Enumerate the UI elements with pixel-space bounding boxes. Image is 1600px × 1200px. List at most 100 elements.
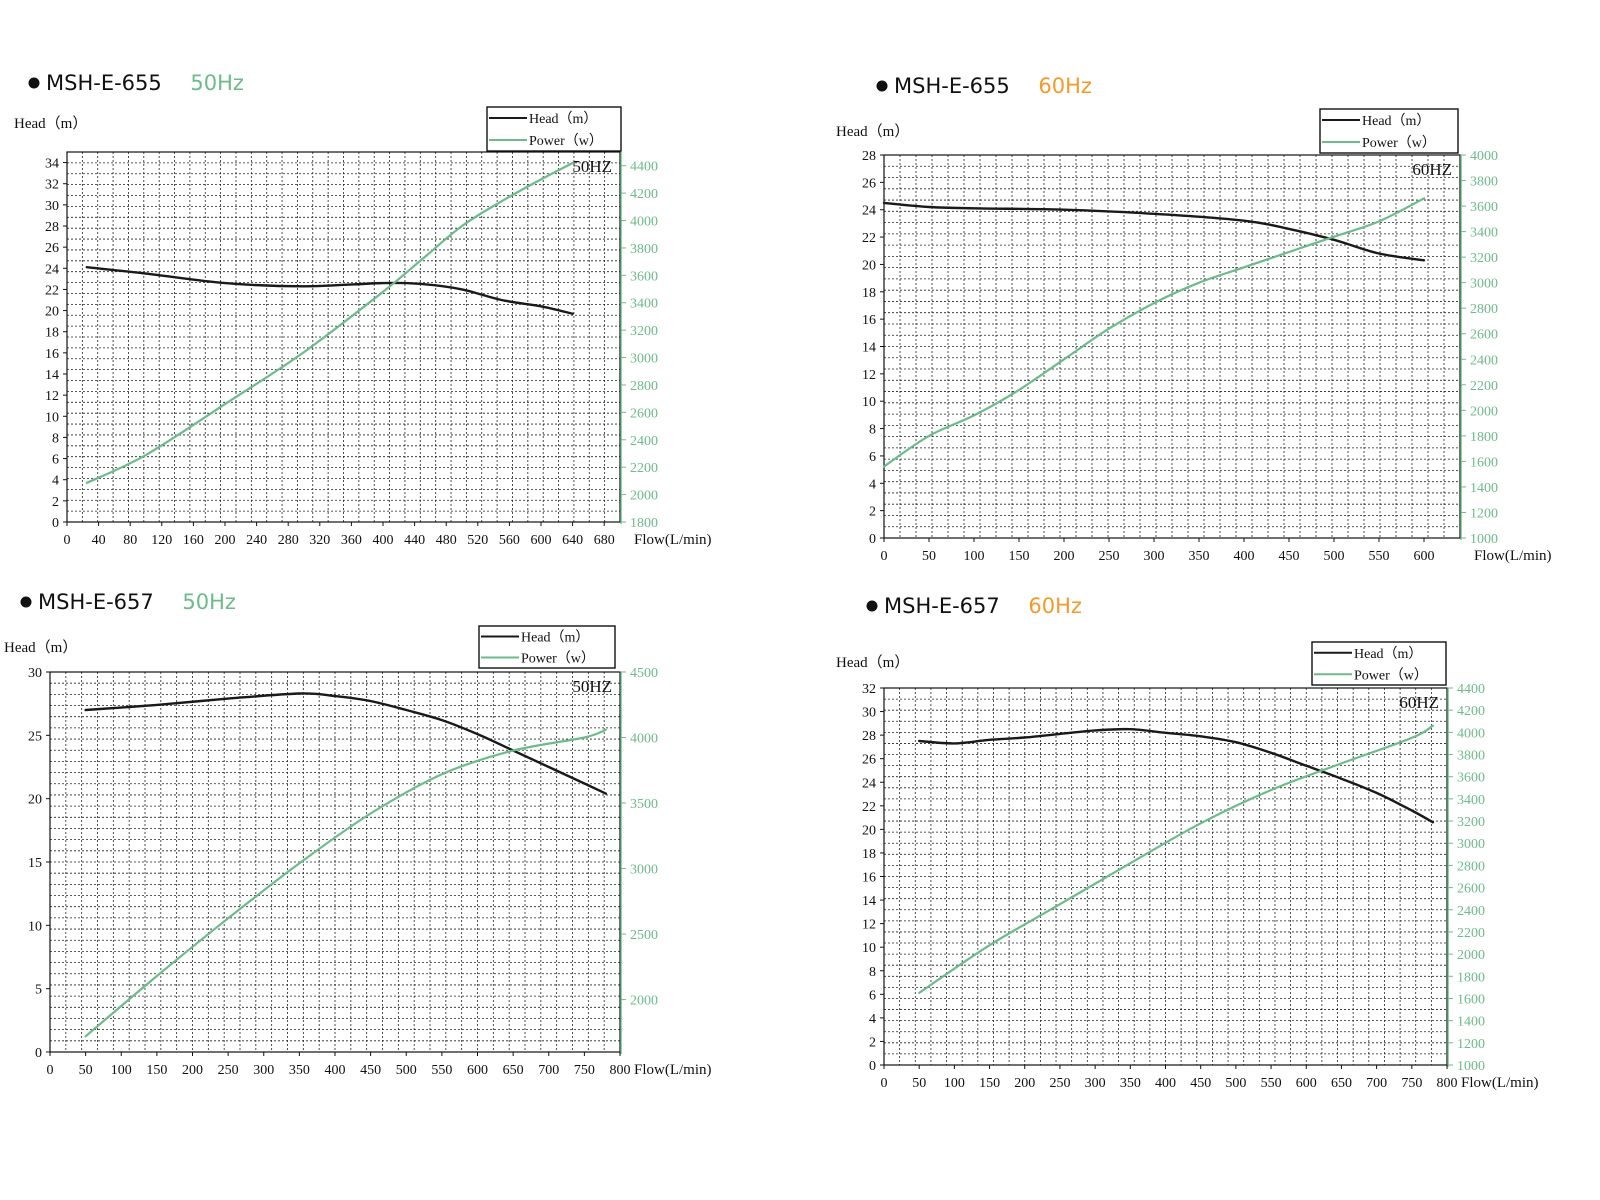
- chart1-legend-label-1: Power（w）: [1362, 135, 1436, 151]
- chart2-ytick-label-2: 10: [28, 919, 42, 934]
- chart0-y2tick-label-13: 4400: [630, 160, 658, 175]
- chart1-ytick-label-1: 2: [869, 505, 876, 520]
- chart1-y2tick-label-6: 2200: [1470, 379, 1498, 394]
- chart0-series-head-line: [85, 266, 574, 315]
- chart1-xtick-label-5: 250: [1099, 549, 1120, 564]
- chart3-y2tick-label-13: 3600: [1457, 771, 1485, 786]
- chart3-y2tick-label-9: 2800: [1457, 859, 1485, 874]
- chart1-ytick-label-3: 6: [869, 450, 876, 465]
- chart3-ytick-label-8: 16: [862, 871, 876, 886]
- chart3-legend: Head（m） Power（w）: [1311, 641, 1447, 686]
- chart-panel-1: MSH-E-655 60Hz Head（m） 0 50 100 150 200 250 300 35…: [830, 65, 1600, 665]
- chart0-y2tick-label-4: 2600: [630, 406, 658, 421]
- chart1-xtick-label-8: 400: [1234, 549, 1255, 564]
- chart0-xtick-label-8: 320: [309, 533, 330, 548]
- chart1-xtick-label-10: 500: [1324, 549, 1345, 564]
- chart0-hz-label: 50HZ: [572, 157, 612, 176]
- chart1-series-power-line: [882, 197, 1426, 468]
- chart0-xtick-label-6: 240: [246, 533, 267, 548]
- chart0-xtick-label-4: 160: [183, 533, 204, 548]
- chart0-title-bullet: [28, 77, 40, 89]
- chart0-ytick-label-6: 12: [45, 389, 59, 404]
- chart1-legend-box: [1319, 108, 1459, 154]
- chart0-ytick-label-16: 32: [45, 178, 59, 193]
- chart0-ytick-label-12: 24: [45, 262, 59, 277]
- chart0-xtick-label-1: 40: [92, 533, 106, 548]
- chart3-ytick-label-13: 26: [862, 753, 876, 768]
- chart1-ytick-label-12: 24: [862, 204, 876, 219]
- chart0-ytick-label-17: 34: [45, 157, 59, 172]
- chart1-y2tick-label-2: 1400: [1470, 481, 1498, 496]
- chart3-xlabel: Flow(L/min): [1461, 1075, 1539, 1091]
- chart3-ytick-label-6: 12: [862, 918, 876, 933]
- chart3-y2tick-label-14: 3800: [1457, 749, 1485, 764]
- chart3-xtick-label-16: 800: [1437, 1076, 1458, 1091]
- chart0-ytick-label-3: 6: [52, 453, 59, 468]
- chart2-series-power-line: [84, 728, 607, 1038]
- chart0-xtick-label-13: 520: [467, 533, 488, 548]
- chart2-y2tick-label-0: 2000: [630, 994, 658, 1009]
- chart3-xtick-label-14: 700: [1366, 1076, 1387, 1091]
- chart0-y2tick-label-9: 3600: [630, 269, 658, 284]
- chart0-ytick-label-0: 0: [52, 516, 59, 531]
- chart3-xtick-label-2: 100: [944, 1076, 965, 1091]
- chart0-ytick-label-5: 10: [45, 410, 59, 425]
- chart3-ytick-label-5: 10: [862, 941, 876, 956]
- chart3-xtick-label-8: 400: [1155, 1076, 1176, 1091]
- chart0-xtick-label-0: 0: [64, 533, 71, 548]
- chart0-y2tick-label-8: 3400: [630, 297, 658, 312]
- chart0-ytick-label-11: 22: [45, 283, 59, 298]
- chart2-xtick-label-15: 750: [574, 1063, 595, 1078]
- chart3-ytick-label-10: 20: [862, 823, 876, 838]
- chart1-title-bullet: [876, 80, 888, 92]
- chart2-series-head-line: [84, 692, 607, 795]
- chart2-y2tick-label-2: 3000: [630, 863, 658, 878]
- chart1-ytick-label-2: 4: [869, 477, 876, 492]
- chart0-xtick-label-16: 640: [562, 533, 583, 548]
- chart0-grid: [67, 152, 620, 522]
- chart0-xtick-label-3: 120: [151, 533, 172, 548]
- chart0-ytick-label-7: 14: [45, 368, 59, 383]
- chart2-ytick-label-1: 5: [35, 983, 42, 998]
- chart1-y2tick-label-10: 3000: [1470, 277, 1498, 292]
- chart0-xtick-label-2: 80: [123, 533, 137, 548]
- chart1-ytick-label-7: 14: [862, 341, 876, 356]
- chart3-xtick-label-15: 750: [1401, 1076, 1422, 1091]
- chart2-ytick-label-0: 0: [35, 1046, 42, 1061]
- chart2-xtick-label-13: 650: [503, 1063, 524, 1078]
- chart-panel-3: MSH-E-657 60Hz Head（m） 0 50 100 150 200 250 300 35…: [830, 585, 1600, 1185]
- chart2-xtick-label-11: 550: [431, 1063, 452, 1078]
- chart1-y2tick-label-8: 2600: [1470, 328, 1498, 343]
- chart2-legend-label-0: Head（m）: [521, 630, 589, 646]
- chart0-xtick-label-12: 480: [436, 533, 457, 548]
- chart2-legend: Head（m） Power（w）: [478, 625, 616, 669]
- chart1-legend: Head（m） Power（w）: [1319, 108, 1459, 154]
- chart0-title-model: MSH-E-655: [46, 71, 162, 95]
- chart3-title-model: MSH-E-657: [884, 594, 1000, 618]
- chart1-xtick-label-12: 600: [1414, 549, 1435, 564]
- chart0-ytick-label-10: 20: [45, 305, 59, 320]
- chart3-xtick-label-13: 650: [1331, 1076, 1352, 1091]
- chart0-y2tick-label-5: 2800: [630, 379, 658, 394]
- chart3-y2tick-label-15: 4000: [1457, 726, 1485, 741]
- chart0-xtick-label-10: 400: [373, 533, 394, 548]
- chart0-xtick-label-9: 360: [341, 533, 362, 548]
- chart1-xtick-label-0: 0: [881, 549, 888, 564]
- chart3-title-freq: 60Hz: [1028, 594, 1082, 618]
- chart0-xlabel: Flow(L/min): [634, 532, 712, 548]
- chart1-y2tick-label-11: 3200: [1470, 251, 1498, 266]
- chart1-y2tick-label-3: 1600: [1470, 455, 1498, 470]
- chart2-y2tick-label-5: 4500: [630, 666, 658, 681]
- chart1-y2tick-label-1: 1200: [1470, 506, 1498, 521]
- chart1-ytick-label-5: 10: [862, 395, 876, 410]
- chart2-xtick-label-10: 500: [396, 1063, 417, 1078]
- chart0-xtick-label-11: 440: [404, 533, 425, 548]
- chart2-xtick-label-16: 800: [610, 1063, 631, 1078]
- chart3-xtick-label-1: 50: [912, 1076, 926, 1091]
- chart1-hz-label: 60HZ: [1412, 160, 1452, 179]
- chart3-y2tick-label-5: 2000: [1457, 948, 1485, 963]
- chart3-xtick-label-11: 550: [1261, 1076, 1282, 1091]
- chart0-y2tick-label-11: 4000: [630, 215, 658, 230]
- chart2-xtick-label-3: 150: [146, 1063, 167, 1078]
